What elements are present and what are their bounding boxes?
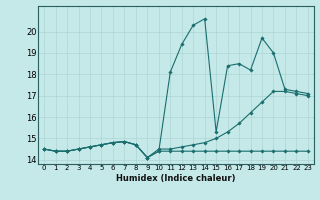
X-axis label: Humidex (Indice chaleur): Humidex (Indice chaleur) xyxy=(116,174,236,183)
